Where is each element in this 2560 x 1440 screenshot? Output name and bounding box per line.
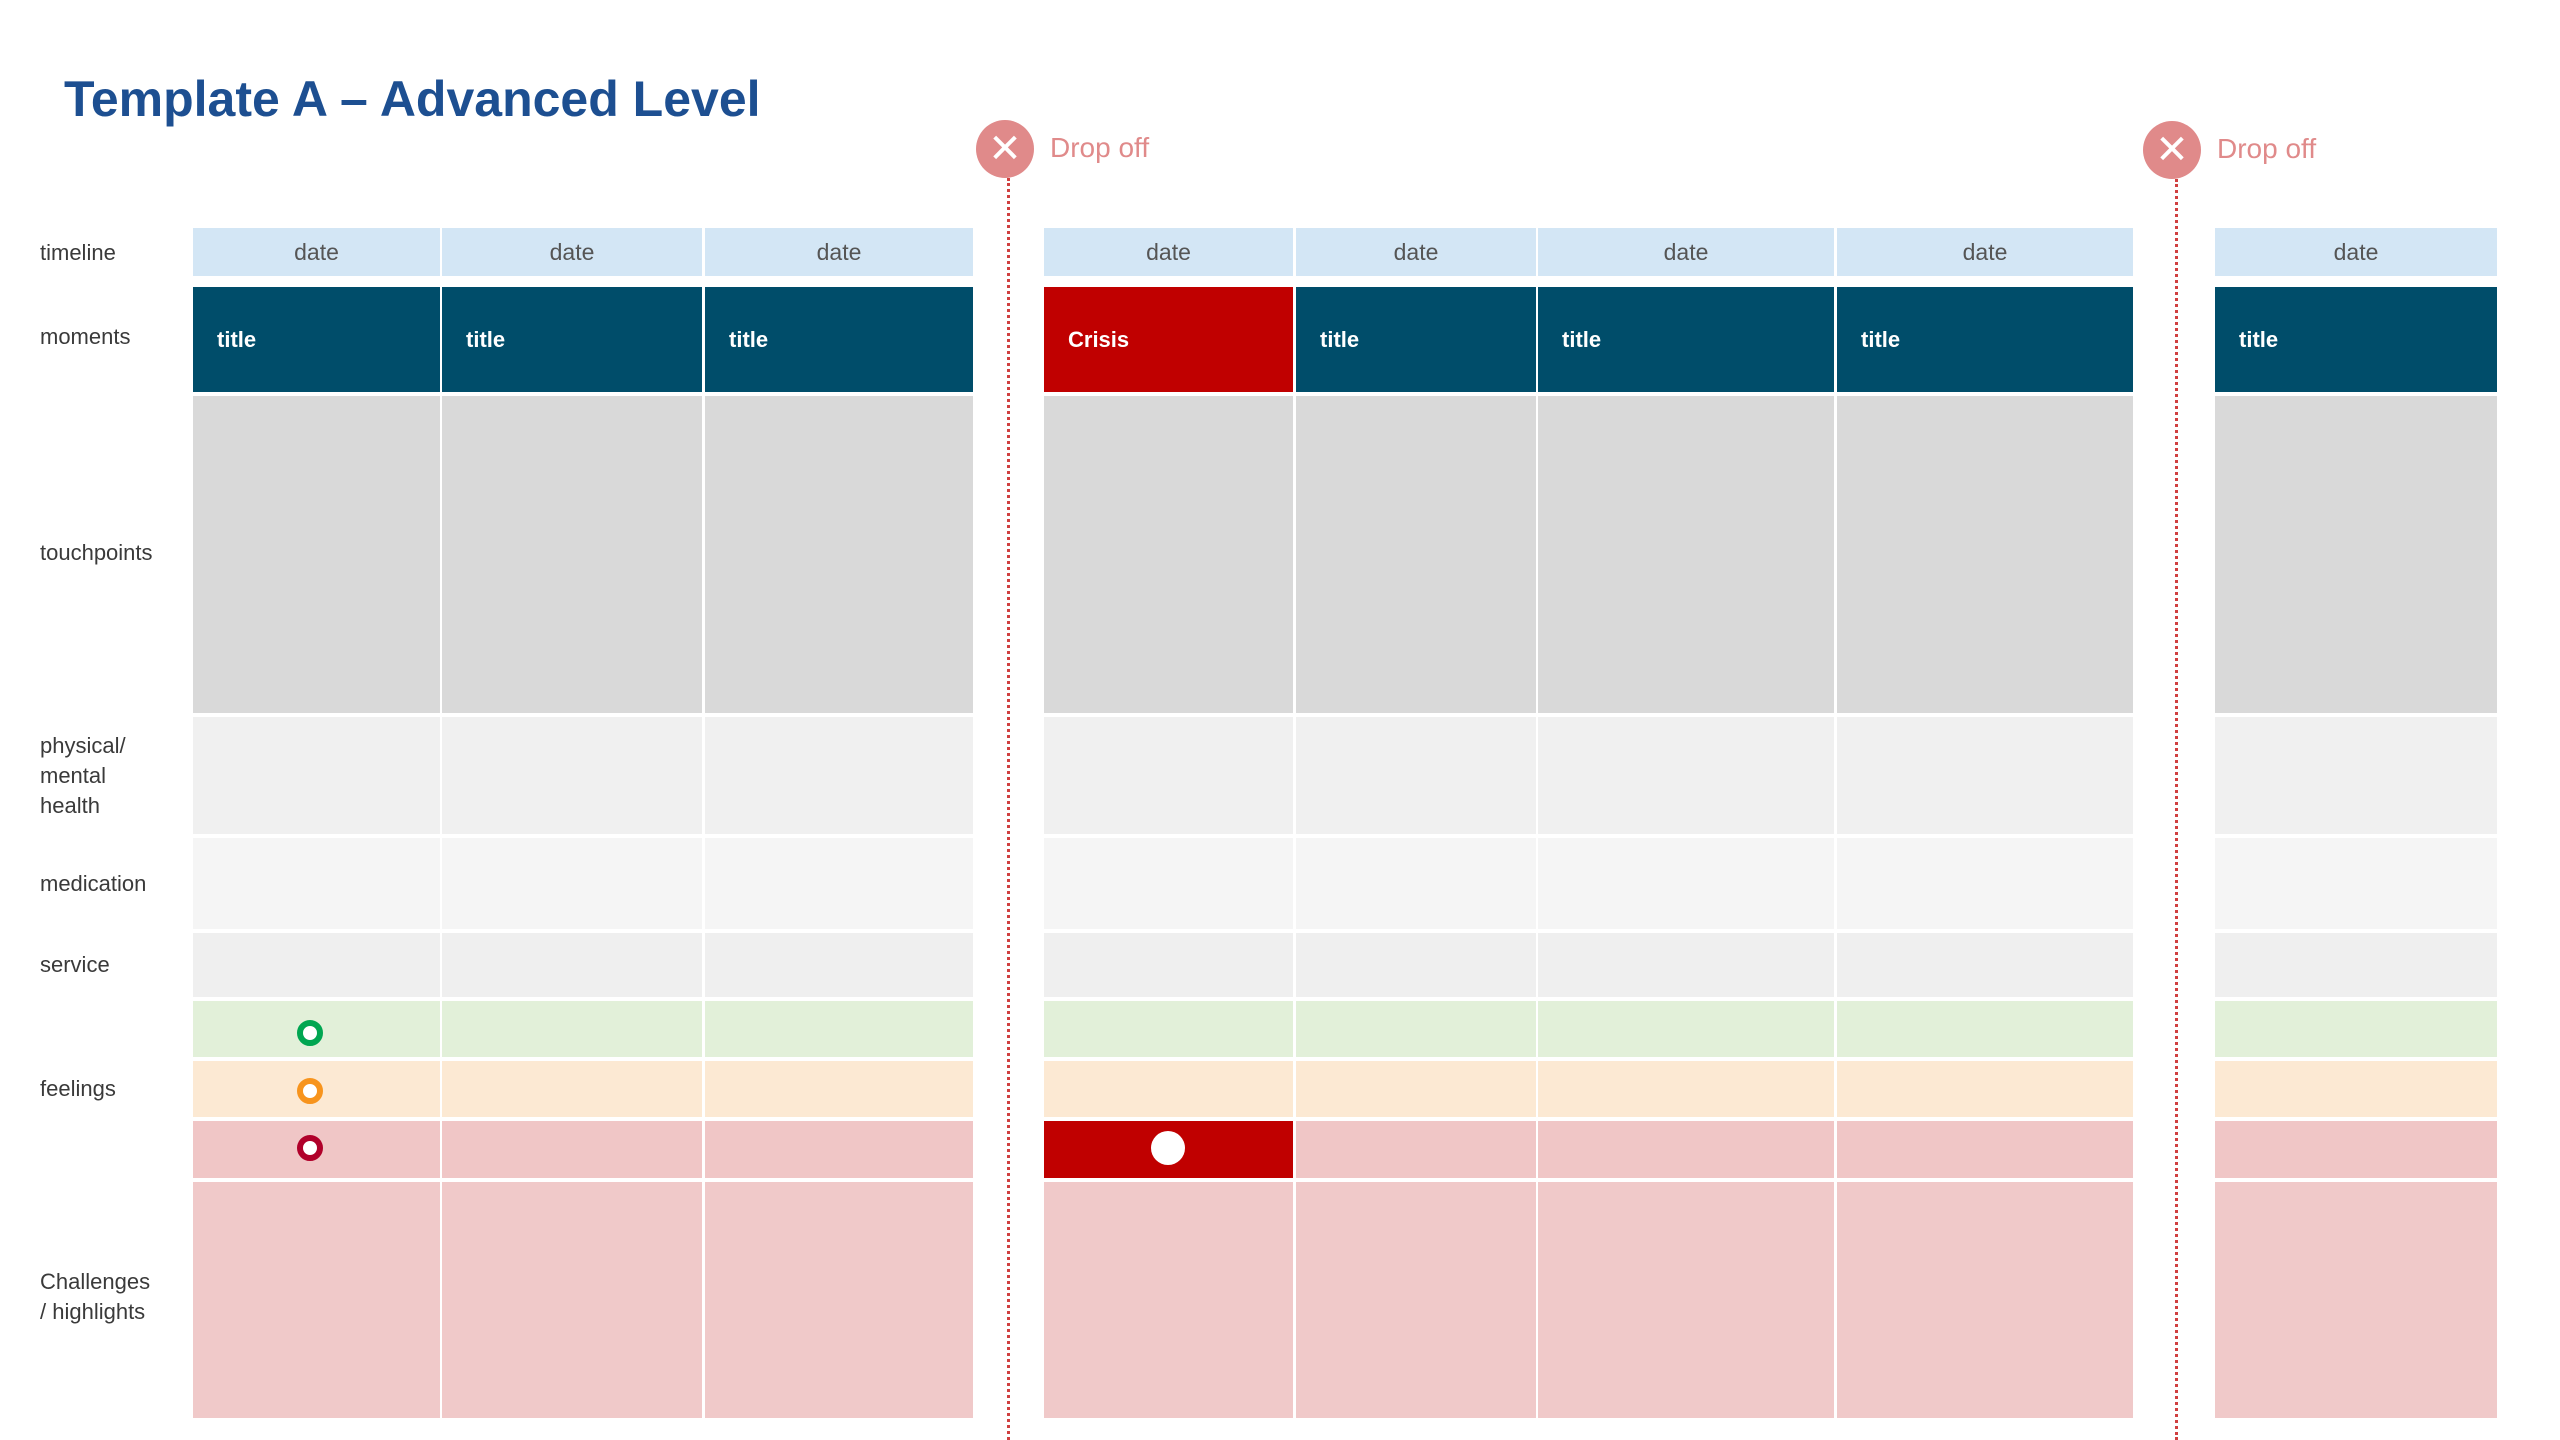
cell-chal[interactable] <box>1296 1182 1536 1418</box>
cell-service[interactable] <box>193 933 440 997</box>
drop-off-label: Drop off <box>1050 132 1150 163</box>
cell-chal[interactable] <box>193 1182 440 1418</box>
cell-touch[interactable] <box>442 396 702 713</box>
cell-touch[interactable] <box>1044 396 1293 713</box>
cell-feel-o[interactable] <box>1837 1061 2133 1117</box>
cell-touch[interactable] <box>705 396 973 713</box>
cell-feel-o[interactable] <box>1296 1061 1536 1117</box>
cell-feel-r[interactable] <box>705 1121 973 1178</box>
cell-chal[interactable] <box>1044 1182 1293 1418</box>
cell-feel-o[interactable] <box>1538 1061 1834 1117</box>
drop-off-line <box>1007 178 1010 1440</box>
feeling-positive-marker[interactable] <box>297 1020 323 1046</box>
cell-feel-o[interactable] <box>705 1061 973 1117</box>
cell-med[interactable] <box>1837 838 2133 929</box>
cell-moment[interactable]: title <box>1538 287 1834 392</box>
cell-chal[interactable] <box>442 1182 702 1418</box>
row-label-medication: medication <box>40 871 147 896</box>
crisis-feeling-marker[interactable] <box>1151 1131 1185 1165</box>
cell-feel-o[interactable] <box>1044 1061 1293 1117</box>
feeling-neutral-marker[interactable] <box>297 1078 323 1104</box>
cell-date[interactable]: date <box>1044 228 1293 276</box>
cell-service[interactable] <box>1837 933 2133 997</box>
cell-feel-g[interactable] <box>1837 1001 2133 1057</box>
cell-feel-g[interactable] <box>2215 1001 2497 1057</box>
cell-date[interactable]: date <box>1296 228 1536 276</box>
drop-off-label: Drop off <box>2217 133 2317 164</box>
cell-feel-g[interactable] <box>1044 1001 1293 1057</box>
cell-feel-r[interactable] <box>1538 1121 1834 1178</box>
row-label-moments: moments <box>40 324 131 349</box>
row-label-timeline: timeline <box>40 240 116 265</box>
cell-moment[interactable]: title <box>2215 287 2497 392</box>
cell-service[interactable] <box>1296 933 1536 997</box>
cell-service[interactable] <box>442 933 702 997</box>
cell-med[interactable] <box>442 838 702 929</box>
cell-date[interactable]: date <box>1538 228 1834 276</box>
cell-med[interactable] <box>1044 838 1293 929</box>
cell-moment[interactable]: title <box>193 287 440 392</box>
cell-phys[interactable] <box>705 717 973 834</box>
row-label-health: physical/ mental health <box>40 733 126 818</box>
cell-date[interactable]: date <box>193 228 440 276</box>
cell-phys[interactable] <box>1837 717 2133 834</box>
cell-feel-o[interactable] <box>442 1061 702 1117</box>
cell-touch[interactable] <box>1837 396 2133 713</box>
cell-date[interactable]: date <box>2215 228 2497 276</box>
cell-feel-r[interactable] <box>1296 1121 1536 1178</box>
cell-feel-g[interactable] <box>1538 1001 1834 1057</box>
cell-phys[interactable] <box>1538 717 1834 834</box>
cell-feel-g[interactable] <box>442 1001 702 1057</box>
cell-touch[interactable] <box>1296 396 1536 713</box>
cell-med[interactable] <box>193 838 440 929</box>
cell-date[interactable]: date <box>442 228 702 276</box>
cell-service[interactable] <box>2215 933 2497 997</box>
cell-med[interactable] <box>2215 838 2497 929</box>
cell-service[interactable] <box>1538 933 1834 997</box>
drop-off-line <box>2175 179 2178 1440</box>
row-label-touchpoints: touchpoints <box>40 540 153 565</box>
cell-med[interactable] <box>1296 838 1536 929</box>
cell-med[interactable] <box>1538 838 1834 929</box>
cell-phys[interactable] <box>193 717 440 834</box>
cell-date[interactable]: date <box>1837 228 2133 276</box>
cell-touch[interactable] <box>2215 396 2497 713</box>
cell-moment[interactable]: Crisis <box>1044 287 1293 392</box>
cell-phys[interactable] <box>1296 717 1536 834</box>
cell-feel-r[interactable] <box>2215 1121 2497 1178</box>
cell-touch[interactable] <box>1538 396 1834 713</box>
cell-service[interactable] <box>1044 933 1293 997</box>
cell-moment[interactable]: title <box>705 287 973 392</box>
cell-moment[interactable]: title <box>442 287 702 392</box>
cell-chal[interactable] <box>1538 1182 1834 1418</box>
cell-chal[interactable] <box>2215 1182 2497 1418</box>
cell-chal[interactable] <box>1837 1182 2133 1418</box>
cell-med[interactable] <box>705 838 973 929</box>
cell-date[interactable]: date <box>705 228 973 276</box>
feeling-negative-marker[interactable] <box>297 1135 323 1161</box>
cell-feel-g[interactable] <box>1296 1001 1536 1057</box>
cell-feel-o[interactable] <box>2215 1061 2497 1117</box>
cell-feel-r[interactable] <box>1837 1121 2133 1178</box>
cell-feel-r[interactable] <box>442 1121 702 1178</box>
cell-touch[interactable] <box>193 396 440 713</box>
cell-phys[interactable] <box>442 717 702 834</box>
cell-moment[interactable]: title <box>1296 287 1536 392</box>
page-title: Template A – Advanced Level <box>64 71 761 127</box>
row-label-service: service <box>40 952 110 977</box>
row-label-challenges: Challenges / highlights <box>40 1269 151 1324</box>
close-icon: ✕ <box>976 120 1034 178</box>
row-label-feelings: feelings <box>40 1076 116 1101</box>
cell-chal[interactable] <box>705 1182 973 1418</box>
cell-service[interactable] <box>705 933 973 997</box>
cell-feel-g[interactable] <box>705 1001 973 1057</box>
cell-phys[interactable] <box>2215 717 2497 834</box>
cell-phys[interactable] <box>1044 717 1293 834</box>
cell-moment[interactable]: title <box>1837 287 2133 392</box>
close-icon: ✕ <box>2143 121 2201 179</box>
